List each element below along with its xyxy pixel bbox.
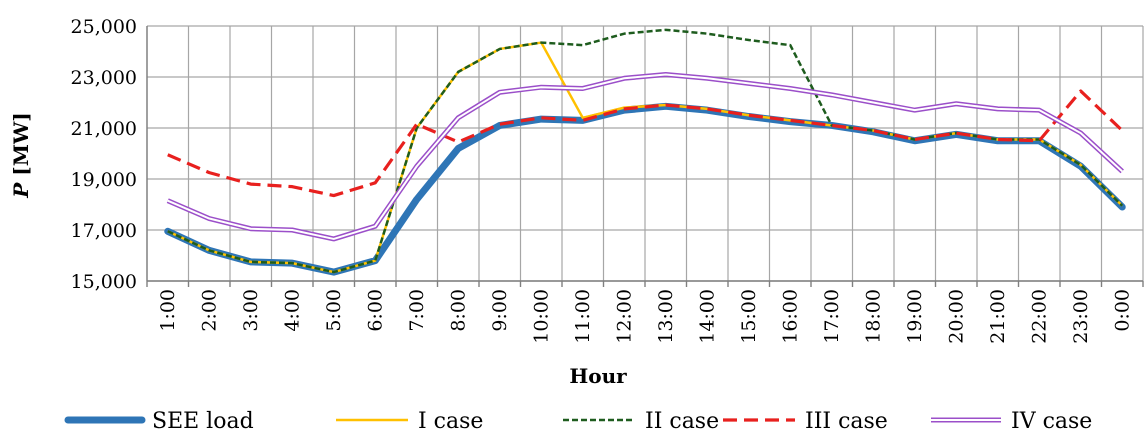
x-tick-label: 8:00 [447, 289, 469, 332]
series-iv-case [166, 71, 1124, 242]
x-tick-label: 14:00 [696, 289, 718, 344]
x-tick-label: 7:00 [406, 289, 428, 332]
series-line-ii-case [167, 28, 1124, 274]
x-tick-label: 17:00 [821, 289, 843, 344]
legend: SEE load I case II case III case IV case [64, 409, 1092, 434]
series-lines [164, 28, 1126, 276]
legend-item-see-load: SEE load [64, 409, 254, 434]
grid-lines [146, 25, 1144, 282]
y-tick-label: 19,000 [71, 169, 137, 191]
legend-item-i-case: I case [336, 409, 483, 434]
y-tick-label: 17,000 [71, 220, 137, 242]
series-line-iv-case-inner [167, 73, 1123, 240]
x-tick-label: 19:00 [904, 289, 926, 344]
legend-item-iii-case: III case [723, 409, 888, 434]
legend-item-ii-case: II case [563, 409, 719, 434]
x-tick-label: 23:00 [1070, 289, 1092, 344]
legend-label: SEE load [152, 409, 254, 434]
x-tick-label: 11:00 [572, 289, 594, 344]
x-tick-label: 22:00 [1028, 289, 1050, 344]
x-tick-label: 18:00 [862, 289, 884, 344]
axes [146, 26, 1144, 287]
x-tick-label: 3:00 [240, 289, 262, 332]
y-tick-label: 23,000 [71, 67, 137, 89]
series-line-iii-case [167, 89, 1124, 198]
x-tick-label: 16:00 [779, 289, 801, 344]
legend-label: II case [645, 409, 719, 434]
legend-label: I case [418, 409, 483, 434]
x-tick-label: 0:00 [1111, 289, 1133, 332]
legend-item-iv-case: IV case [931, 409, 1092, 434]
legend-label: IV case [1011, 409, 1092, 434]
y-tick-labels: 15,000 17,000 19,000 21,000 23,000 25,000 [71, 16, 137, 293]
x-tick-label: 13:00 [655, 289, 677, 344]
x-tick-label: 12:00 [613, 289, 635, 344]
x-axis-label: Hour [569, 364, 627, 388]
y-axis-label: P [MW] [9, 112, 33, 199]
x-tick-label: 2:00 [198, 289, 220, 332]
x-tick-label: 1:00 [157, 289, 179, 332]
legend-label: III case [805, 409, 888, 434]
x-tick-label: 10:00 [530, 289, 552, 344]
x-tick-label: 4:00 [281, 289, 303, 332]
x-tick-label: 9:00 [489, 289, 511, 332]
x-tick-label: 5:00 [323, 289, 345, 332]
y-tick-label: 25,000 [71, 16, 137, 38]
x-tick-labels: 1:00 2:00 3:00 4:00 5:00 6:00 7:00 8:00 9:00 10:0… [157, 289, 1134, 344]
x-tick-label: 20:00 [945, 289, 967, 344]
y-tick-label: 21,000 [71, 118, 137, 140]
x-tick-label: 6:00 [364, 289, 386, 332]
x-tick-label: 21:00 [987, 289, 1009, 344]
x-tick-label: 15:00 [738, 289, 760, 344]
y-tick-label: 15,000 [71, 271, 137, 293]
